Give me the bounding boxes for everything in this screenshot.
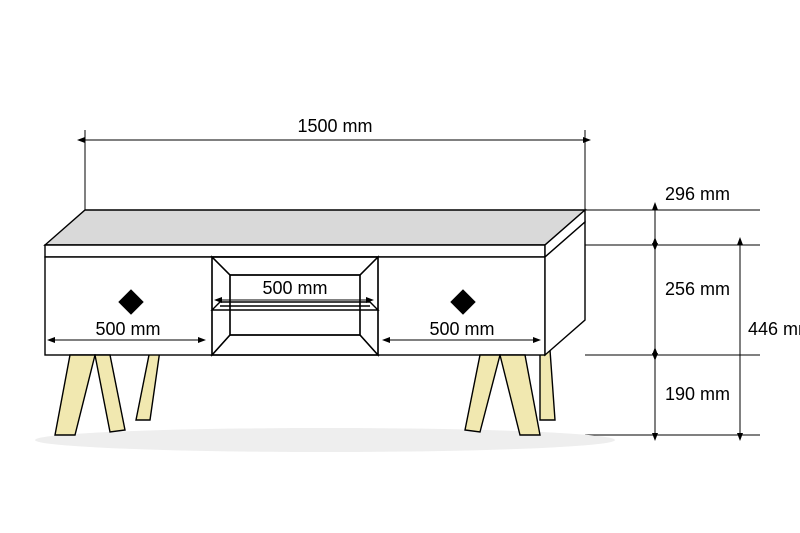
leg-back-right: [540, 350, 555, 420]
cabinet-top-edge: [45, 245, 545, 257]
dim-label-leg-height: 190 mm: [665, 384, 730, 404]
dim-label-depth: 296 mm: [665, 184, 730, 204]
dim-label-right: 500 mm: [429, 319, 494, 339]
leg-front-left-b: [95, 355, 125, 432]
leg-front-right-a: [465, 355, 500, 432]
dim-label-total-height: 446 mm: [748, 319, 800, 339]
leg-front-left-a: [55, 355, 95, 435]
dimension-drawing: 1500 mm 296 mm 256 mm 190 mm 446 mm: [0, 0, 800, 533]
dim-label-center: 500 mm: [262, 278, 327, 298]
cabinet-top: [45, 210, 585, 245]
dim-label-width: 1500 mm: [297, 116, 372, 136]
leg-back-left: [136, 350, 160, 420]
dim-label-cabinet-height: 256 mm: [665, 279, 730, 299]
leg-front-right-b: [500, 355, 540, 435]
dim-label-left: 500 mm: [95, 319, 160, 339]
